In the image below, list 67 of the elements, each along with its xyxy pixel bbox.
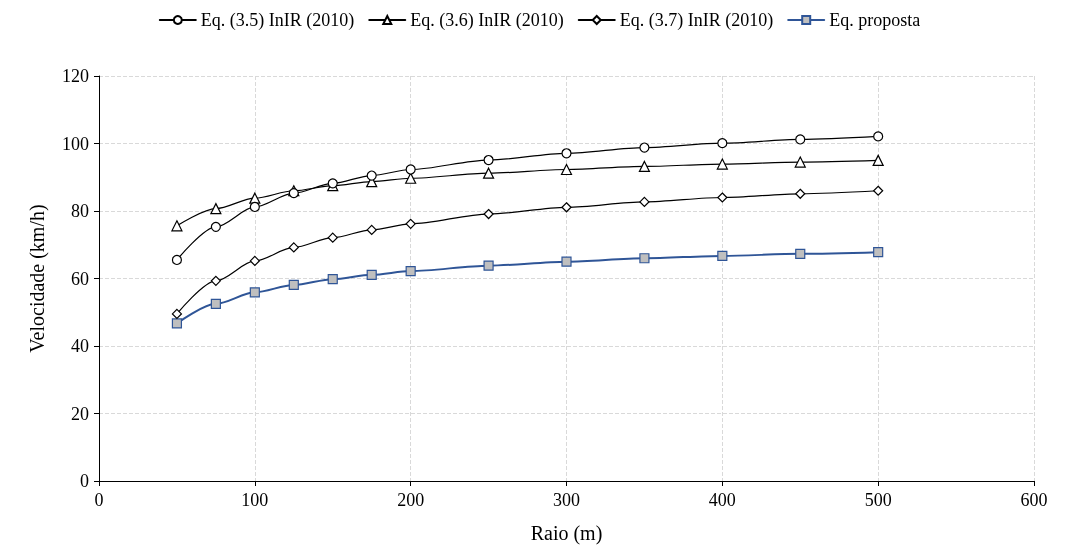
point (795, 248, 806, 259)
x-tick-label: 600 (1020, 490, 1048, 510)
point (482, 167, 495, 179)
point (561, 148, 572, 159)
y-tick-label: 100 (62, 133, 89, 154)
y-tick-label: 20 (71, 403, 89, 424)
point (288, 242, 299, 253)
point (171, 254, 183, 266)
point (873, 131, 884, 142)
point (560, 163, 573, 176)
x-tick-label: 200 (397, 490, 425, 510)
point (249, 287, 260, 298)
point (639, 196, 650, 207)
x-tick-label: 400 (708, 490, 736, 510)
point (717, 192, 728, 203)
point (561, 256, 572, 267)
point (171, 318, 183, 329)
point (639, 253, 650, 264)
point (638, 160, 651, 173)
point (249, 192, 261, 204)
point (405, 265, 416, 277)
point (873, 247, 884, 258)
y-tick-label: 80 (71, 201, 89, 221)
point (327, 232, 338, 243)
point (249, 201, 260, 213)
point (288, 279, 299, 291)
point (639, 142, 650, 153)
x-tick-label: 500 (864, 490, 892, 510)
point (366, 170, 377, 181)
x-tick-label: 0 (94, 490, 104, 510)
point (483, 208, 494, 220)
point (366, 224, 377, 235)
point (483, 260, 494, 271)
point (561, 202, 572, 213)
point (171, 220, 183, 232)
point (366, 269, 377, 280)
y-tick-label: 120 (62, 66, 89, 86)
point (717, 250, 728, 261)
point (210, 298, 221, 309)
point (171, 308, 183, 320)
y-axis-title: Velocidade (km/h) (26, 204, 49, 353)
point (249, 255, 260, 267)
point (483, 154, 494, 166)
point (717, 138, 728, 149)
y-tick-label: 0 (80, 471, 89, 491)
point (210, 203, 222, 215)
point (795, 134, 806, 145)
point (405, 218, 416, 229)
legend-label: Eq. proposta (829, 10, 921, 30)
x-axis-title: Raio (m) (530, 522, 603, 545)
x-tick-label: 300 (553, 490, 580, 510)
point (210, 275, 221, 286)
legend-label: Eq. (3.5) InIR (2010) (200, 10, 355, 31)
point (288, 188, 299, 199)
y-tick-label: 40 (71, 336, 89, 356)
point (795, 188, 806, 199)
y-tick-label: 60 (71, 268, 89, 289)
legend-label: Eq. (3.6) InIR (2010) (410, 10, 564, 31)
x-tick-label: 100 (241, 490, 269, 510)
point (327, 274, 338, 285)
point (794, 156, 806, 168)
point (872, 154, 884, 166)
point (873, 185, 884, 196)
point (210, 221, 221, 232)
point (405, 164, 416, 175)
legend-label: Eq. (3.7) InIR (2010) (619, 10, 774, 31)
point (716, 158, 728, 170)
